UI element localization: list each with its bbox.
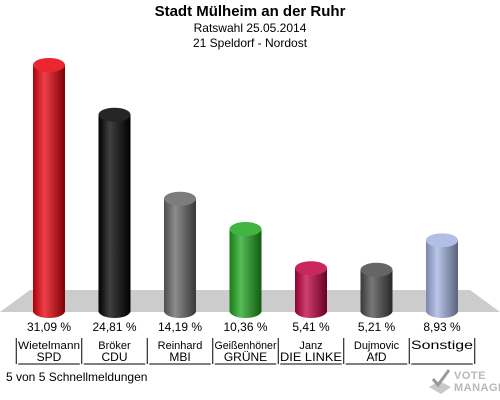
value-label: 24,81 %: [92, 320, 136, 334]
candidate-label: Janz: [299, 340, 322, 352]
category-label: DIE LINKE: [280, 350, 342, 364]
candidate-label: Dujmovic: [354, 340, 400, 352]
election-name: Ratswahl 25.05.2014: [193, 21, 307, 35]
logo-text-manager: MANAGER: [454, 382, 500, 394]
bar-grüne: [229, 222, 262, 318]
district-name: 21 Speldorf - Nordost: [192, 36, 308, 50]
bar-mbi: [164, 191, 196, 318]
candidate-label: Bröker: [98, 340, 131, 352]
candidate-label: Wietelmann: [18, 340, 80, 352]
bar-afd: [360, 262, 393, 318]
category-label: GRÜNE: [224, 350, 267, 364]
category-label: MBI: [169, 350, 190, 364]
candidate-label: Reinhard: [158, 340, 203, 352]
logo-text-vote: VOTE: [454, 370, 486, 382]
bar-cdu: [98, 107, 131, 318]
value-label: 31,09 %: [27, 320, 71, 334]
bar-sonstige: [426, 233, 458, 318]
chart-header: Stadt Mülheim an der Ruhr Ratswahl 25.05…: [0, 3, 500, 51]
bar-die-linke: [295, 261, 327, 318]
bar-spd: [33, 58, 65, 318]
value-label: 14,19 %: [158, 320, 202, 334]
value-label: 5,41 %: [292, 320, 330, 334]
value-label: 10,36 %: [223, 320, 267, 334]
category-label: AfD: [366, 350, 386, 364]
value-label: 5,21 %: [358, 320, 396, 334]
ballot-check-icon: [429, 369, 451, 394]
category-label: CDU: [102, 350, 128, 364]
category-label: SPD: [37, 350, 62, 364]
report-status: 5 von 5 Schnellmeldungen: [6, 370, 148, 384]
category-label: Sonstige: [411, 338, 473, 352]
candidate-label: Geißenhöner: [215, 340, 277, 352]
vote-manager-logo: VOTE MANAGER: [427, 366, 500, 396]
chart-title: Stadt Mülheim an der Ruhr: [154, 3, 346, 20]
value-label: 8,93 %: [423, 320, 461, 334]
